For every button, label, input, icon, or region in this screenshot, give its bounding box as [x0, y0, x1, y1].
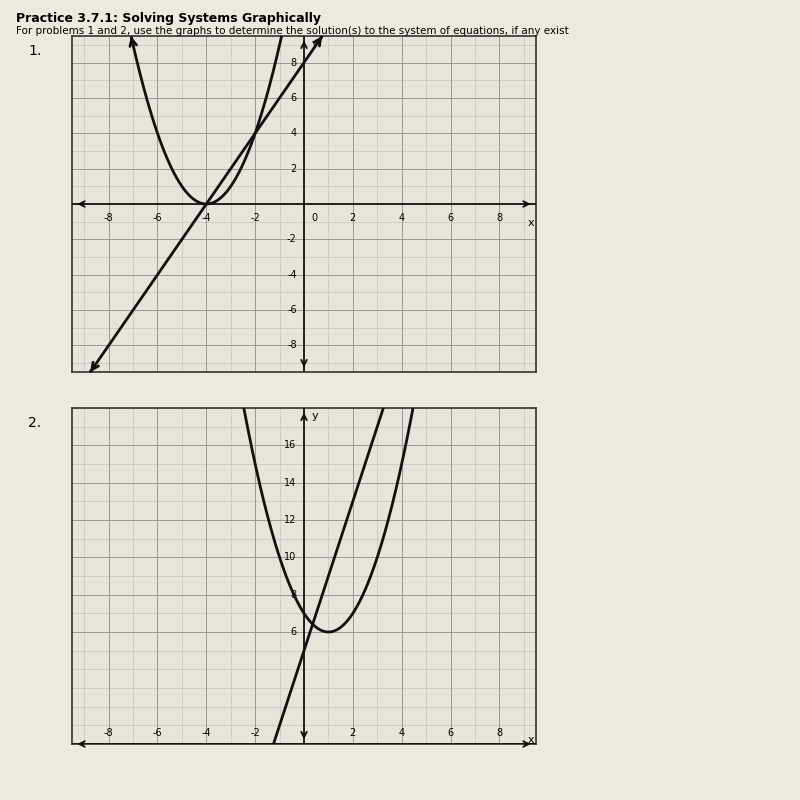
Text: x: x: [528, 218, 534, 228]
Text: -8: -8: [287, 341, 297, 350]
Text: -2: -2: [250, 728, 260, 738]
Text: 2: 2: [350, 213, 356, 223]
Text: -4: -4: [202, 213, 211, 223]
Text: x: x: [528, 734, 534, 745]
Text: -8: -8: [104, 213, 114, 223]
Text: 2: 2: [350, 728, 356, 738]
Text: 8: 8: [496, 213, 502, 223]
Text: 14: 14: [285, 478, 297, 488]
Text: 4: 4: [398, 213, 405, 223]
Text: 16: 16: [285, 440, 297, 450]
Text: -8: -8: [104, 728, 114, 738]
Text: -6: -6: [153, 213, 162, 223]
Text: 6: 6: [290, 93, 297, 103]
Text: -6: -6: [153, 728, 162, 738]
Text: 8: 8: [496, 728, 502, 738]
Text: 1.: 1.: [28, 44, 42, 58]
Text: -2: -2: [287, 234, 297, 244]
Text: 6: 6: [447, 213, 454, 223]
Text: 2: 2: [290, 164, 297, 174]
Text: 2.: 2.: [28, 416, 41, 430]
Text: -6: -6: [287, 305, 297, 315]
Text: 6: 6: [447, 728, 454, 738]
Text: -4: -4: [287, 270, 297, 280]
Text: 12: 12: [284, 515, 297, 525]
Text: 8: 8: [290, 58, 297, 67]
Text: For problems 1 and 2, use the graphs to determine the solution(s) to the system : For problems 1 and 2, use the graphs to …: [16, 26, 569, 35]
Text: 6: 6: [290, 627, 297, 637]
Text: 4: 4: [290, 128, 297, 138]
Text: 0: 0: [311, 213, 318, 223]
Text: 8: 8: [290, 590, 297, 600]
Text: y: y: [311, 411, 318, 421]
Text: -4: -4: [202, 728, 211, 738]
Text: -2: -2: [250, 213, 260, 223]
Text: 10: 10: [285, 552, 297, 562]
Text: 4: 4: [398, 728, 405, 738]
Text: y: y: [311, 38, 318, 49]
Text: Practice 3.7.1: Solving Systems Graphically: Practice 3.7.1: Solving Systems Graphica…: [16, 12, 321, 25]
